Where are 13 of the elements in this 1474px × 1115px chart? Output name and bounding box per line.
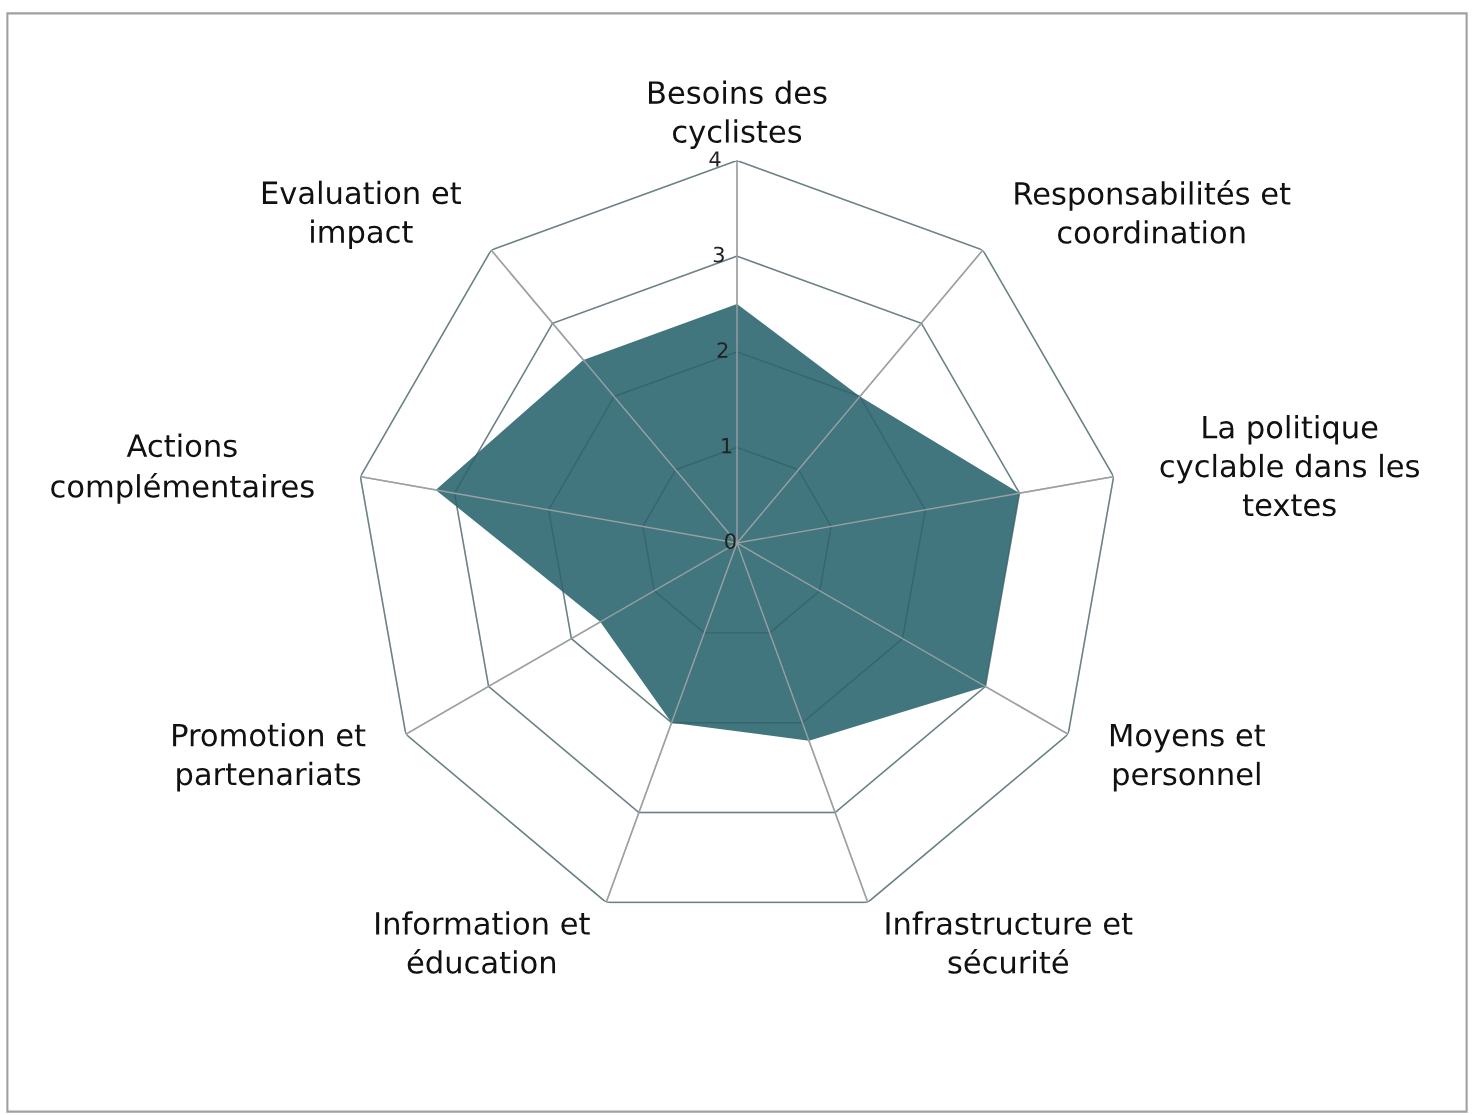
spoke-label: Information et éducation xyxy=(376,911,590,974)
y-tick-label: 4 xyxy=(709,151,721,167)
spoke-label: Infrastructure et sécurité xyxy=(886,911,1133,974)
spoke-label: La politique cyclable dans les textes xyxy=(1160,414,1419,517)
spoke-label: Responsabilités et coordination xyxy=(1015,180,1291,244)
spoke-label: Actions complémentaires xyxy=(51,433,314,504)
spoke-label: Promotion et partenariats xyxy=(173,722,366,792)
y-tick-label: 2 xyxy=(717,342,728,358)
spoke-label: Evaluation et impact xyxy=(262,180,461,250)
y-tick-label: 3 xyxy=(713,246,724,263)
spoke-label: Besoins des cyclistes xyxy=(649,80,827,149)
y-tick-label: 1 xyxy=(722,438,732,454)
spoke-label: Moyens et personnel xyxy=(1110,723,1265,792)
